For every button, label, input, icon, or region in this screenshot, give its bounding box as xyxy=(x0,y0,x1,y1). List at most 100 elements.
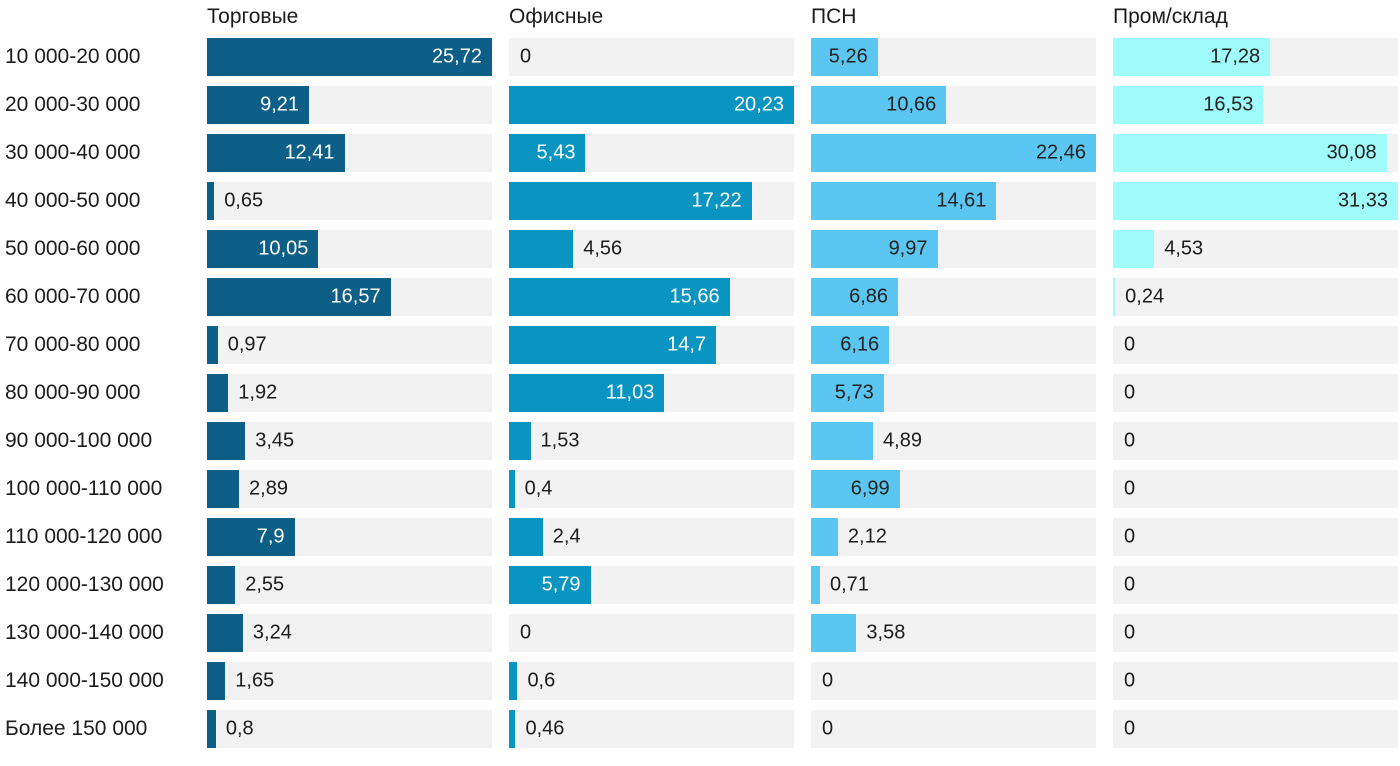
bar xyxy=(509,422,531,460)
category-row: 140 000-150 000 1,65 0,6 0 0 xyxy=(5,662,1398,700)
row-label: 130 000-140 000 xyxy=(5,621,164,644)
category-row: 100 000-110 000 2,89 0,4 6,99 0 xyxy=(5,470,1398,508)
bar-track: 11,03 xyxy=(509,374,794,412)
row-label: 70 000-80 000 xyxy=(5,333,141,356)
row-label: 140 000-150 000 xyxy=(5,669,164,692)
column-header-ofisnye: Офисные xyxy=(509,5,604,28)
category-row: 40 000-50 000 0,65 17,22 14,61 31,33 xyxy=(5,182,1398,220)
bar-track: 0 xyxy=(1113,422,1398,460)
bar-track: 2,55 xyxy=(207,566,492,604)
bar-track: 1,65 xyxy=(207,662,492,700)
category-row: 70 000-80 000 0,97 14,7 6,16 0 xyxy=(5,326,1398,364)
category-row: 10 000-20 000 25,72 0 5,26 17,28 xyxy=(5,38,1398,76)
bar-value: 5,73 xyxy=(834,381,874,404)
bar-track: 15,66 xyxy=(509,278,794,316)
category-row: 60 000-70 000 16,57 15,66 6,86 0,24 xyxy=(5,278,1398,316)
bar-track: 0 xyxy=(1113,326,1398,364)
bar-value: 1,92 xyxy=(238,381,278,404)
bar-track: 31,33 xyxy=(1113,182,1398,220)
bar-track: 0 xyxy=(1113,614,1398,652)
bar-track: 1,53 xyxy=(509,422,794,460)
bar xyxy=(1113,278,1116,316)
bar xyxy=(509,230,574,268)
bar-value: 0 xyxy=(1124,573,1136,596)
bar-track: 10,66 xyxy=(811,86,1096,124)
bar xyxy=(811,278,899,316)
column-header-torgovye: Торговые xyxy=(207,5,299,28)
bar xyxy=(207,374,229,412)
row-label: 110 000-120 000 xyxy=(5,525,163,548)
bar xyxy=(811,134,1096,172)
bar-value: 2,89 xyxy=(249,477,288,500)
bar-track: 6,99 xyxy=(811,470,1096,508)
bar-value: 31,33 xyxy=(1337,189,1388,212)
bar xyxy=(509,710,516,748)
bar xyxy=(509,374,665,412)
bar-value: 15,66 xyxy=(669,285,720,308)
bar-value: 5,43 xyxy=(536,141,576,164)
bar xyxy=(207,230,319,268)
bar xyxy=(1113,86,1264,124)
bar xyxy=(509,326,717,364)
bar xyxy=(207,662,226,700)
bar-value: 0 xyxy=(1124,333,1136,356)
bar-value: 3,58 xyxy=(866,621,906,644)
bar-track: 5,43 xyxy=(509,134,794,172)
bar-track: 2,89 xyxy=(207,470,492,508)
bar xyxy=(207,38,492,76)
bar-track: 0 xyxy=(1113,566,1398,604)
bar-track: 4,56 xyxy=(509,230,794,268)
row-label: 100 000-110 000 xyxy=(5,477,163,500)
bar xyxy=(509,662,518,700)
bar xyxy=(811,182,997,220)
bar-value: 5,79 xyxy=(541,573,581,596)
bar-value: 25,72 xyxy=(431,45,482,68)
bar-value: 0 xyxy=(520,45,532,68)
bar-track: 16,53 xyxy=(1113,86,1398,124)
bar-track: 14,7 xyxy=(509,326,794,364)
bar-value: 9,97 xyxy=(888,237,928,260)
bar-track: 0 xyxy=(509,614,794,652)
bar xyxy=(509,182,752,220)
bar-value: 22,46 xyxy=(1035,141,1086,164)
bar xyxy=(811,422,874,460)
bar-track: 10,05 xyxy=(207,230,492,268)
bar-value: 16,53 xyxy=(1203,93,1254,116)
bar-track: 4,53 xyxy=(1113,230,1398,268)
bar-value: 30,08 xyxy=(1326,141,1377,164)
category-row: 80 000-90 000 1,92 11,03 5,73 0 xyxy=(5,374,1398,412)
bar-track: 0,71 xyxy=(811,566,1096,604)
chart-rows: 10 000-20 000 25,72 0 5,26 17,28 20 000-30 00… xyxy=(5,38,1398,748)
bar-value: 12,41 xyxy=(284,141,335,164)
bar xyxy=(811,230,938,268)
bar-value: 14,61 xyxy=(936,189,987,212)
bar-value: 0 xyxy=(1124,717,1136,740)
bar-value: 7,9 xyxy=(256,525,285,548)
bar xyxy=(207,518,295,556)
bar xyxy=(509,278,730,316)
bar-value: 0 xyxy=(1124,669,1136,692)
bar-track: 0 xyxy=(1113,518,1398,556)
bar-value: 3,45 xyxy=(255,429,295,452)
bar xyxy=(509,566,591,604)
row-label: 120 000-130 000 xyxy=(5,573,164,596)
row-label: 10 000-20 000 xyxy=(5,45,141,68)
bar xyxy=(1113,38,1271,76)
bar-value: 1,65 xyxy=(235,669,275,692)
bar-track: 3,24 xyxy=(207,614,492,652)
bar-track: 3,45 xyxy=(207,422,492,460)
bar-value: 10,66 xyxy=(886,93,937,116)
bar-value: 0 xyxy=(1124,525,1136,548)
bar-value: 0 xyxy=(1124,621,1136,644)
category-row: 50 000-60 000 10,05 4,56 9,97 4,53 xyxy=(5,230,1398,268)
column-header-prom-sklad: Пром/склад xyxy=(1113,5,1228,28)
bar xyxy=(1113,134,1387,172)
bar-value: 2,55 xyxy=(245,573,285,596)
bar-value: 0,65 xyxy=(224,189,264,212)
row-label: 60 000-70 000 xyxy=(5,285,141,308)
bar-value: 4,56 xyxy=(583,237,623,260)
bar-value: 16,57 xyxy=(330,285,381,308)
bar-value: 0,46 xyxy=(525,717,565,740)
bar xyxy=(207,422,246,460)
